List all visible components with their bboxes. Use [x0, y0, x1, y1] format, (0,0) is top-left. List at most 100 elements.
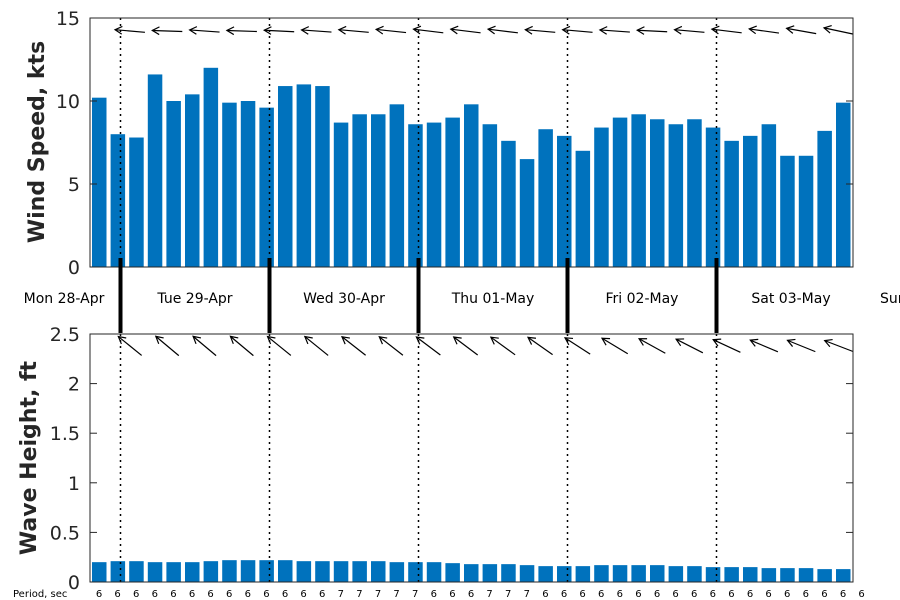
wind-bar [575, 150, 591, 267]
wave-bar [408, 562, 423, 582]
wind-bar [296, 84, 312, 268]
wave-y-tick-label: 0 [68, 572, 80, 594]
wind-bar [538, 129, 553, 267]
wave-bar [705, 567, 721, 582]
wave-bar [389, 562, 405, 582]
period-value: 6 [672, 589, 678, 600]
day-label: Mon 28-Apr [24, 291, 105, 307]
period-value: 6 [654, 589, 660, 600]
wave-bar [501, 564, 516, 582]
wind-arrow [598, 26, 630, 35]
wind-bar [222, 102, 237, 267]
period-value: 7 [375, 589, 381, 600]
wave-height-chart: 0 0.5 1 1.5 2 2.5 Wave Height, ft [17, 324, 854, 594]
wave-arrow [786, 338, 816, 353]
wind-y-tick-label: 15 [56, 8, 80, 30]
wind-bar [482, 124, 498, 268]
period-value: 6 [579, 589, 585, 600]
wave-arrow [749, 338, 779, 353]
day-label: Thu 01-May [451, 291, 535, 307]
period-value: 7 [338, 589, 344, 600]
wind-bar [259, 107, 274, 267]
wind-bar [631, 114, 646, 267]
wave-arrow [675, 338, 704, 354]
period-value: 7 [412, 589, 418, 600]
wave-bar [426, 562, 442, 582]
wave-arrow [229, 335, 254, 357]
wave-bar [631, 565, 646, 582]
wave-arrow [303, 335, 329, 356]
wave-bar [278, 560, 293, 582]
wind-bar [743, 135, 758, 267]
wind-bar [352, 114, 367, 267]
wave-bar [836, 569, 851, 582]
wind-arrow [486, 25, 518, 35]
wind-bar [315, 86, 330, 267]
wind-bar [92, 97, 107, 268]
wind-y-tick-label: 0 [68, 257, 80, 279]
wave-y-axis-label: Wave Height, ft [17, 360, 42, 555]
wind-bar [389, 104, 405, 267]
wave-bar [761, 568, 777, 582]
wave-arrow [452, 336, 479, 356]
period-value: 6 [114, 589, 120, 600]
wave-y-tick-label: 1.5 [50, 423, 80, 445]
day-label: Sat 03-May [751, 291, 830, 307]
period-value: 6 [821, 589, 827, 600]
period-value: 6 [152, 589, 158, 600]
wind-arrow [262, 26, 295, 35]
period-value: 6 [133, 589, 139, 600]
wind-bar [687, 119, 702, 267]
wave-bar [110, 561, 126, 582]
wind-bar [240, 101, 256, 267]
wave-y-ticks: 0 0.5 1 1.5 2 2.5 [50, 324, 853, 594]
wind-bar [705, 127, 721, 267]
period-value: 7 [486, 589, 492, 600]
wind-arrow [822, 25, 854, 35]
wave-axes-frame [89, 333, 854, 583]
wind-arrow [113, 25, 145, 35]
wave-bars [92, 560, 851, 582]
wind-bars [92, 67, 851, 268]
period-value: 6 [561, 589, 567, 600]
wave-bar [203, 561, 219, 582]
wave-bar [222, 560, 237, 582]
wind-arrow [300, 26, 332, 35]
wind-arrow [524, 25, 556, 35]
wind-arrow [188, 26, 220, 35]
day-label: Fri 02-May [606, 291, 679, 307]
wave-y-tick-label: 2 [68, 374, 80, 396]
wave-bar [575, 566, 591, 582]
wind-bar [668, 124, 684, 268]
wave-bar [166, 562, 181, 582]
wave-bar [557, 566, 572, 582]
wind-bar [203, 67, 219, 267]
wind-y-tick-label: 5 [68, 174, 80, 196]
wind-y-axis-label: Wind Speed, kts [25, 41, 50, 243]
wind-bar [612, 117, 628, 267]
period-value: 6 [300, 589, 306, 600]
period-value: 6 [691, 589, 697, 600]
wave-bar [482, 564, 498, 582]
period-value: 6 [468, 589, 474, 600]
wind-arrow [225, 26, 257, 36]
period-value: 6 [207, 589, 213, 600]
wave-arrow [600, 337, 629, 355]
wave-bar [147, 562, 163, 582]
wind-bar [519, 159, 535, 267]
wind-direction-arrows [113, 25, 854, 36]
period-value: 6 [598, 589, 604, 600]
day-label: Wed 30-Apr [303, 291, 385, 307]
wave-bar [780, 568, 795, 582]
wave-bar [129, 561, 144, 582]
wave-bar [594, 565, 609, 582]
wind-bar [501, 140, 516, 267]
wave-bar [668, 566, 684, 582]
period-value: 6 [542, 589, 548, 600]
wave-bar [371, 561, 386, 582]
wind-bar [650, 119, 665, 267]
period-value: 6 [617, 589, 623, 600]
wave-arrow [192, 335, 217, 357]
wind-arrow [673, 25, 705, 35]
wave-day-dividers [119, 334, 718, 582]
